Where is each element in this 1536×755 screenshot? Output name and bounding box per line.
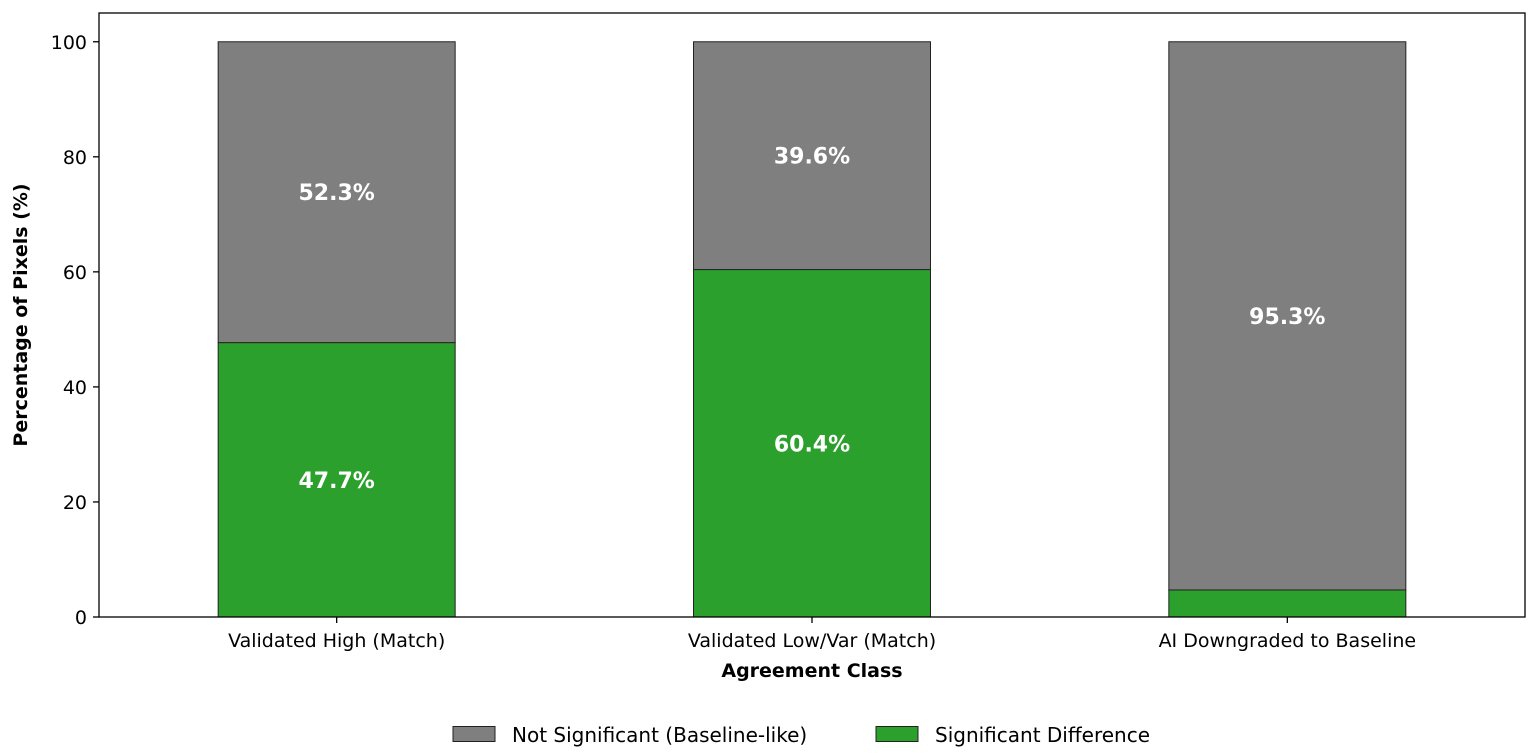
y-tick-label: 0 xyxy=(75,607,87,629)
legend-swatch xyxy=(875,726,919,742)
y-tick-label: 100 xyxy=(51,32,87,54)
legend-label: Not Significant (Baseline-like) xyxy=(512,723,807,747)
data-label: 52.3% xyxy=(299,181,375,206)
data-label: 95.3% xyxy=(1249,305,1325,330)
bar-segment-not-significant-3 xyxy=(1168,41,1407,591)
bar-segment-significant-2 xyxy=(693,269,931,618)
data-label: 47.7% xyxy=(299,469,375,494)
x-tick-label: Validated Low/Var (Match) xyxy=(688,630,936,652)
x-axis-title: Agreement Class xyxy=(721,660,902,682)
y-tick-label: 60 xyxy=(63,262,87,284)
bar-segment-not-significant-2 xyxy=(693,41,931,271)
bar-segment-significant-3 xyxy=(1168,589,1407,618)
y-tick-label: 40 xyxy=(63,377,87,399)
bar-segment-significant-1 xyxy=(217,342,456,618)
x-tick-label: Validated High (Match) xyxy=(228,630,445,652)
y-axis: 0 20 40 60 80 100 xyxy=(51,32,99,629)
legend-swatch xyxy=(452,726,496,742)
data-labels-layer: 47.7% 60.4% 52.3% 39.6% 95.3% xyxy=(299,145,1326,494)
legend: Not Significant (Baseline-like) Significa… xyxy=(452,723,1150,747)
data-label: 60.4% xyxy=(774,432,850,457)
bar-segment-not-significant-1 xyxy=(217,41,456,344)
x-tick-label: AI Downgraded to Baseline xyxy=(1159,630,1417,652)
y-tick-label: 20 xyxy=(63,492,87,514)
legend-label: Significant Difference xyxy=(935,723,1150,747)
y-axis-title: Percentage of Pixels (%) xyxy=(10,183,32,446)
x-axis: Validated High (Match) Validated Low/Var … xyxy=(228,617,1416,652)
bars-layer xyxy=(217,41,1407,618)
data-label: 39.6% xyxy=(774,145,850,170)
y-tick-label: 80 xyxy=(63,147,87,169)
